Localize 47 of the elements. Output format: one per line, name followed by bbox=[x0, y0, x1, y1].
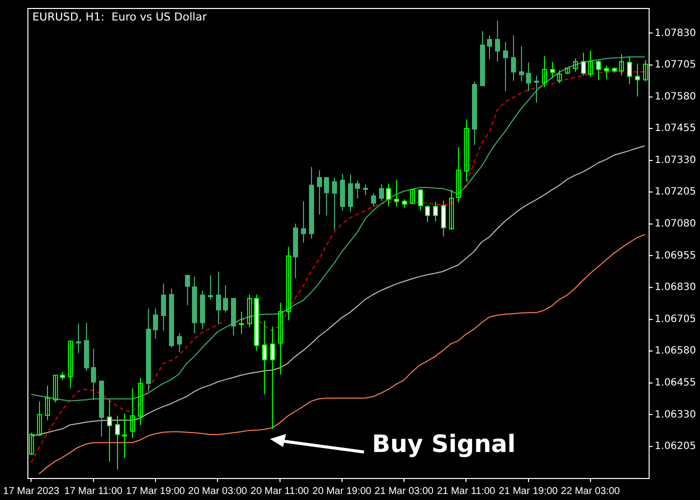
y-tick-label: 1.07830 bbox=[654, 28, 696, 39]
chart-title: EURUSD, H1: Euro vs US Dollar bbox=[32, 10, 208, 24]
x-tick-label: 20 Mar 03:00 bbox=[188, 486, 248, 497]
y-tick-label: 1.07455 bbox=[654, 123, 696, 134]
y-tick-label: 1.07205 bbox=[654, 186, 696, 198]
candlestick bbox=[464, 118, 469, 182]
annotation: Buy Signal bbox=[372, 430, 516, 458]
candlestick bbox=[29, 432, 34, 456]
candlestick bbox=[557, 70, 562, 84]
candlestick bbox=[53, 374, 58, 403]
x-tick-label: 20 Mar 19:00 bbox=[312, 486, 372, 497]
y-tick-label: 1.07580 bbox=[654, 91, 696, 102]
y-tick-label: 1.06955 bbox=[654, 250, 696, 262]
x-tick-label: 21 Mar 19:00 bbox=[498, 486, 558, 497]
y-tick-label: 1.06205 bbox=[654, 441, 696, 452]
candlestick bbox=[68, 340, 73, 389]
x-tick-label: 17 Mar 2023 bbox=[3, 486, 60, 497]
x-tick-label: 21 Mar 11:00 bbox=[437, 486, 496, 497]
candlestick bbox=[247, 294, 252, 328]
candlestick bbox=[286, 246, 291, 321]
candlestick bbox=[45, 385, 50, 421]
candlestick bbox=[619, 54, 624, 76]
y-tick-label: 1.06330 bbox=[654, 409, 696, 420]
candlestick bbox=[37, 400, 42, 437]
candlestick bbox=[278, 302, 283, 375]
candlestick bbox=[138, 377, 143, 426]
x-tick-label: 17 Mar 19:00 bbox=[126, 486, 186, 497]
x-tick-label: 22 Mar 03:00 bbox=[560, 486, 620, 497]
x-tick-label: 17 Mar 11:00 bbox=[64, 486, 123, 497]
y-tick-label: 1.06830 bbox=[654, 282, 696, 294]
candlestick bbox=[410, 188, 415, 205]
candlestick bbox=[573, 58, 578, 72]
x-tick-label: 21 Mar 03:00 bbox=[374, 486, 434, 497]
candlestick bbox=[588, 50, 593, 78]
y-tick-label: 1.07330 bbox=[654, 154, 696, 166]
candlestick bbox=[542, 56, 547, 88]
y-tick-label: 1.06455 bbox=[654, 377, 696, 388]
candlestick bbox=[449, 189, 454, 230]
candlestick bbox=[456, 146, 461, 203]
x-tick-label: 20 Mar 11:00 bbox=[250, 486, 310, 497]
y-tick-label: 1.07705 bbox=[654, 60, 696, 71]
y-tick-label: 1.06580 bbox=[654, 346, 696, 357]
candlestick bbox=[122, 413, 127, 458]
y-tick-label: 1.07080 bbox=[654, 218, 696, 230]
y-tick-label: 1.06705 bbox=[654, 314, 696, 325]
candlestick bbox=[239, 311, 244, 335]
candlestick bbox=[130, 388, 135, 438]
